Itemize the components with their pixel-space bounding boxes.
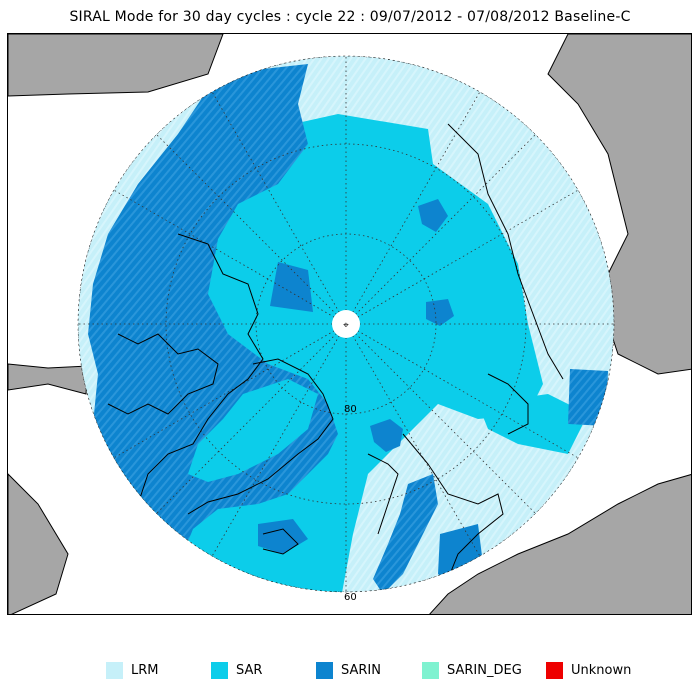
legend-swatch-lrm: [106, 661, 123, 679]
legend-swatch-unknown: [546, 661, 563, 679]
legend-swatch-sar: [211, 661, 228, 679]
legend-label-sar: SAR: [236, 662, 263, 678]
sarin-region-svalbard: [370, 419, 403, 452]
pole-marker: ⌖: [343, 320, 349, 331]
legend-label-lrm: LRM: [131, 662, 159, 678]
disk-outline: [77, 55, 615, 593]
legend-item-sarin-deg: SARIN_DEG: [422, 658, 522, 682]
legend-label-unknown: Unknown: [571, 662, 632, 678]
polar-map: ⌖ 80 60: [8, 34, 691, 614]
legend-item-lrm: LRM: [106, 658, 159, 682]
pole-hole: [332, 310, 360, 338]
sarin-region-inner: [188, 379, 318, 482]
sar-region-east: [478, 394, 588, 454]
chart-title: SIRAL Mode for 30 day cycles : cycle 22 …: [69, 9, 631, 25]
outer-land: [8, 34, 691, 614]
latitude-label-80: 80: [344, 404, 357, 415]
legend-item-sarin: SARIN: [316, 658, 381, 682]
legend-label-sarin-deg: SARIN_DEG: [447, 662, 522, 678]
mode-regions: [78, 56, 614, 592]
legend-item-unknown: Unknown: [546, 658, 631, 682]
legend: LRM SAR SARIN SARIN_DEG Unknown: [0, 658, 700, 682]
sarin-region-box-east: [568, 369, 608, 426]
latitude-label-60: 60: [344, 592, 357, 603]
map-frame: ⌖ 80 60: [7, 33, 692, 615]
sarin-region-scandinavia: [373, 474, 438, 592]
legend-item-sar: SAR: [211, 658, 262, 682]
sarin-region-severnaya: [418, 199, 448, 232]
sarin-region-box-north: [270, 262, 313, 312]
legend-label-sarin: SARIN: [341, 662, 381, 678]
graticule: [78, 56, 614, 592]
coastlines: [107, 123, 564, 580]
sarin-region-franz-josef: [426, 299, 454, 326]
legend-swatch-sarin-deg: [422, 661, 439, 679]
legend-swatch-sarin: [316, 661, 333, 679]
